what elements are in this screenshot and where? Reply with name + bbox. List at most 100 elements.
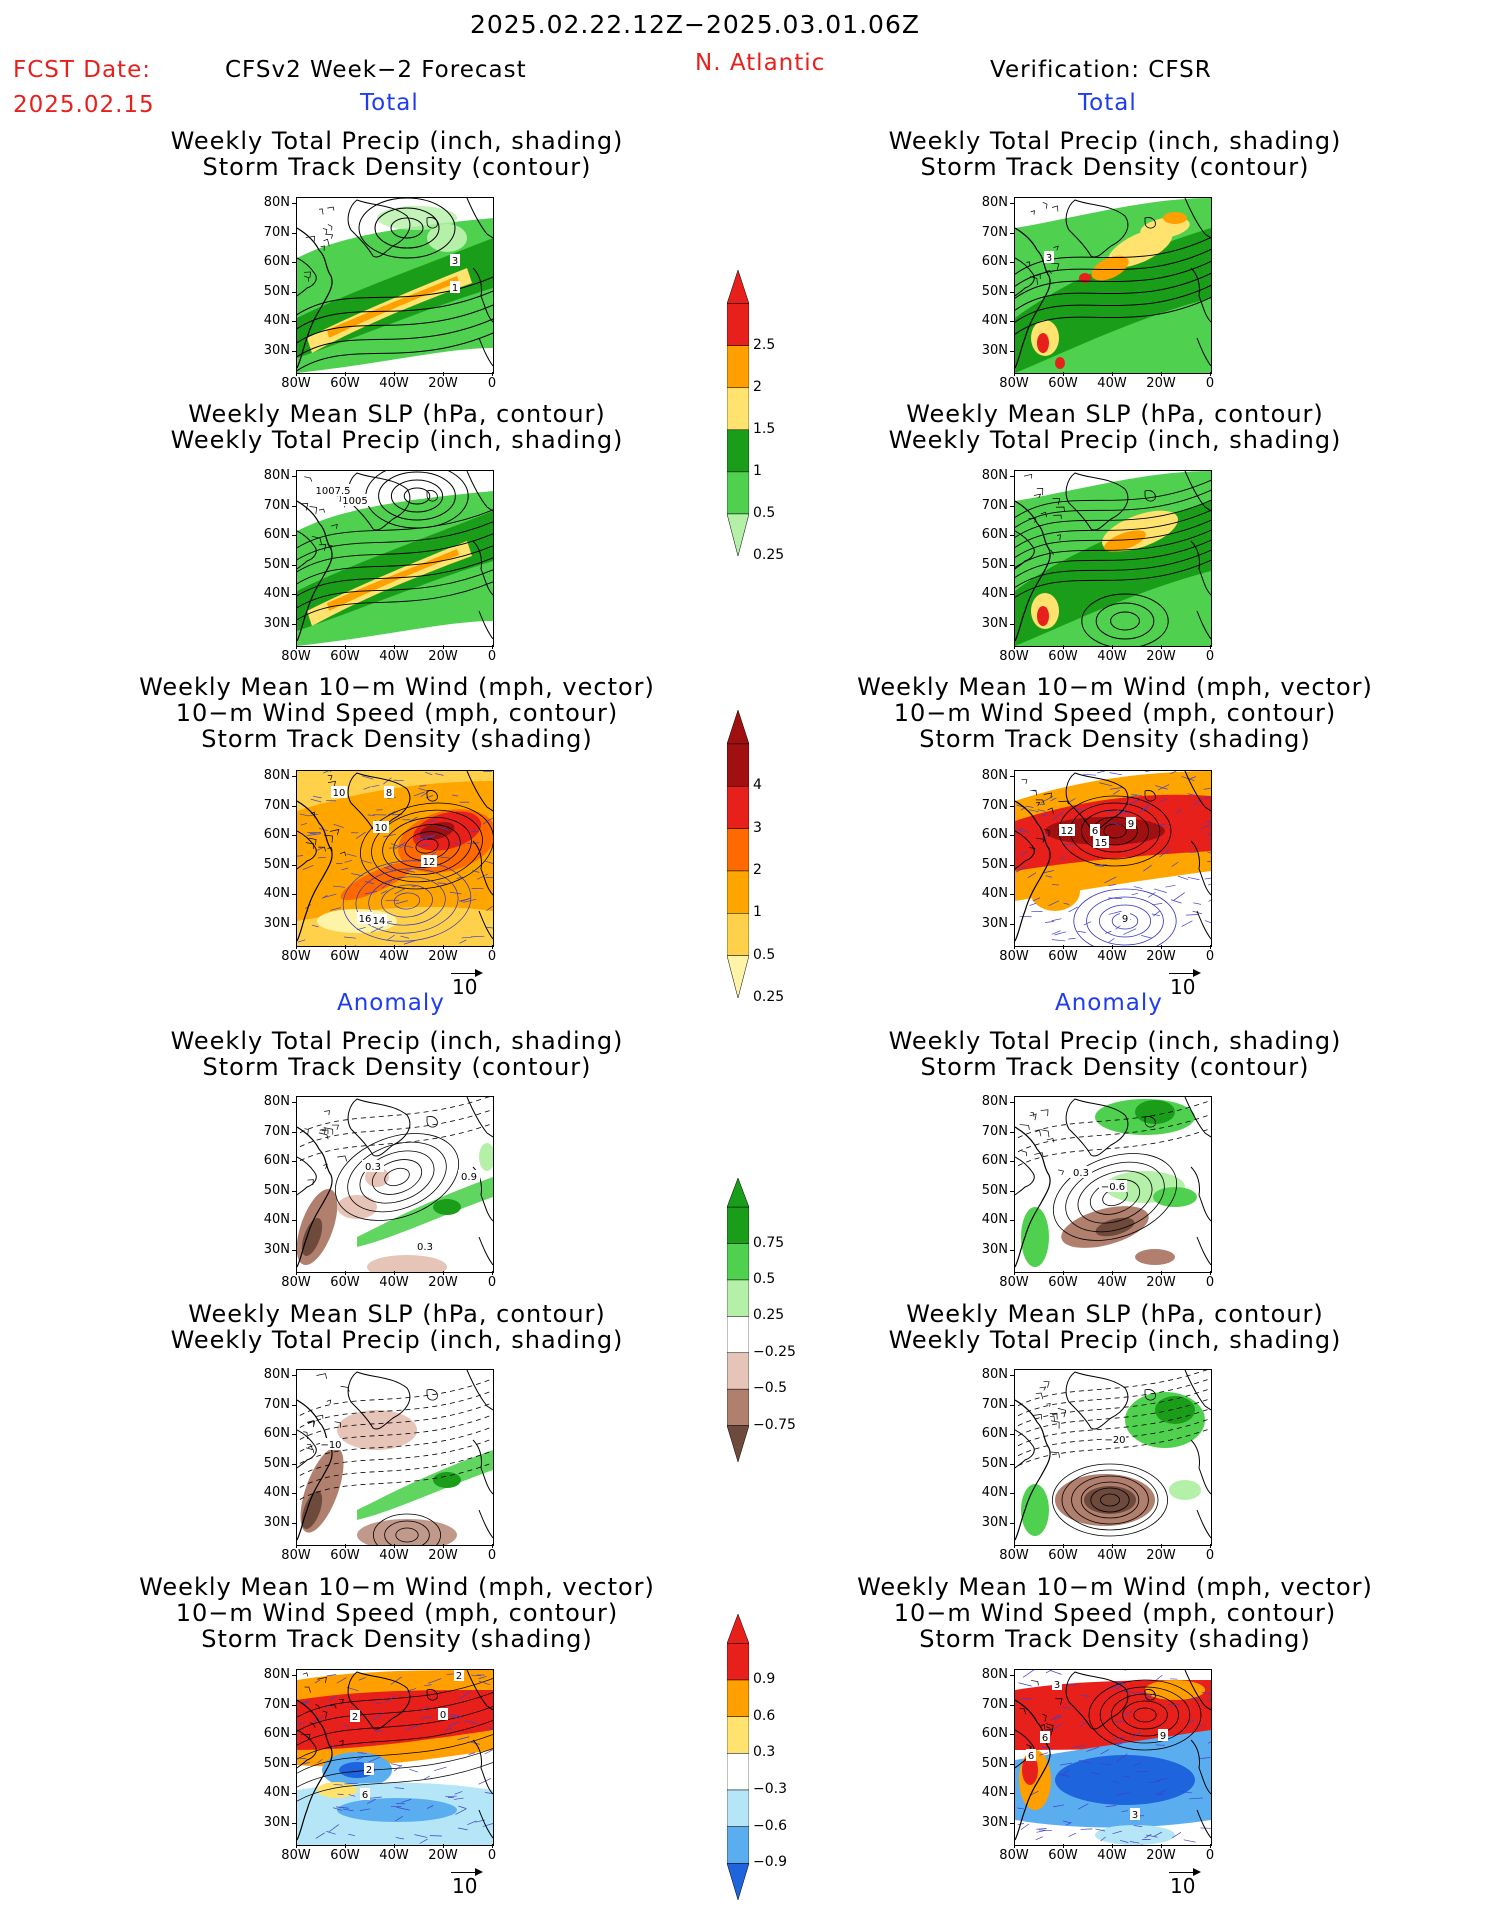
lon-tick-label: 40W <box>1097 1275 1127 1290</box>
lon-tick-label: 60W <box>1048 949 1078 964</box>
lat-tick <box>292 1734 296 1735</box>
lat-tick <box>292 923 296 925</box>
lat-tick-label: 50N <box>263 856 290 872</box>
section-anomaly-left: Anomaly <box>337 990 445 1016</box>
lat-tick-label: 50N <box>981 556 1008 572</box>
colorbar-label: 1.5 <box>753 420 776 437</box>
lon-tick-label: 40W <box>379 649 409 664</box>
lon-tick-label: 60W <box>330 949 360 964</box>
lat-tick-label: 50N <box>263 1455 290 1471</box>
svg-text:0: 0 <box>440 1710 446 1721</box>
lat-tick-label: 40N <box>981 886 1008 901</box>
svg-text:1: 1 <box>452 283 458 294</box>
lon-tick-label: 40W <box>379 949 409 964</box>
lat-tick <box>1010 594 1014 595</box>
section-total-left: Total <box>360 90 419 116</box>
panel-title-line: Weekly Mean SLP (hPa, contour) <box>188 1300 606 1328</box>
map-panel-p4L: 0.3 0.9 0.3 <box>296 1096 494 1273</box>
panel-title-line: Storm Track Density (contour) <box>202 1053 592 1081</box>
lat-tick <box>1010 291 1014 293</box>
lat-tick-label: 50N <box>981 856 1008 872</box>
lon-tick-label: 20W <box>1146 1848 1176 1863</box>
panel-title-p2R: Weekly Mean SLP (hPa, contour) Weekly Tot… <box>815 401 1415 453</box>
lat-tick <box>292 1102 296 1103</box>
lon-tick <box>394 945 395 949</box>
svg-text:2: 2 <box>352 1712 358 1723</box>
lat-tick-label: 30N <box>981 1514 1008 1530</box>
lat-tick-label: 30N <box>263 1241 290 1257</box>
lat-tick <box>292 835 296 836</box>
lon-tick <box>1063 1271 1064 1275</box>
lat-tick <box>1010 1463 1014 1465</box>
lon-tick-label: 0 <box>1205 649 1215 664</box>
colorbar-label: 0.5 <box>753 504 776 521</box>
lon-tick-label: 20W <box>428 376 458 391</box>
lat-tick <box>1010 894 1014 895</box>
lat-tick-label: 80N <box>981 768 1008 783</box>
svg-text:9: 9 <box>1122 914 1128 925</box>
lon-tick-label: 40W <box>1097 1548 1127 1563</box>
panel-title-line: Storm Track Density (shading) <box>919 1625 1311 1653</box>
lat-tick <box>1010 1704 1014 1706</box>
map-panel-p2L: 1007.5 1005 <box>296 470 494 647</box>
lat-tick <box>1010 1375 1014 1376</box>
lat-tick <box>292 894 296 895</box>
lat-tick-label: 80N <box>263 195 290 210</box>
panel-title-line: Weekly Total Precip (inch, shading) <box>888 1326 1342 1354</box>
lon-tick <box>492 1544 493 1548</box>
lon-tick <box>1014 1844 1015 1848</box>
lon-tick <box>492 1844 493 1848</box>
lat-tick <box>1010 1102 1014 1103</box>
lat-tick-label: 70N <box>263 1123 290 1139</box>
map-panel-p4R: 0.3 −0.6 <box>1014 1096 1212 1273</box>
lon-tick <box>443 645 444 649</box>
lon-tick-label: 0 <box>487 949 497 964</box>
map-image: −20 <box>1015 1370 1211 1541</box>
lat-tick-label: 80N <box>263 768 290 783</box>
colorbar-label: 0.25 <box>753 989 785 1005</box>
lat-tick <box>292 1161 296 1162</box>
lon-tick-label: 0 <box>1205 1848 1215 1863</box>
lon-tick-label: 20W <box>428 1848 458 1863</box>
lat-tick <box>1010 232 1014 234</box>
panel-title-line: Weekly Total Precip (inch, shading) <box>888 426 1342 454</box>
map-image: 31 <box>297 198 493 373</box>
panel-title-p5L: Weekly Mean SLP (hPa, contour) Weekly Tot… <box>97 1301 697 1353</box>
lon-tick <box>296 945 297 949</box>
lat-tick <box>1010 864 1014 866</box>
lat-tick <box>292 1131 296 1133</box>
lon-tick <box>1112 645 1113 649</box>
lat-tick-label: 70N <box>981 1123 1008 1139</box>
colorbar-track-anomaly <box>726 1613 750 1901</box>
lat-tick-label: 60N <box>263 1153 290 1168</box>
lat-tick-label: 40N <box>263 313 290 328</box>
lat-tick <box>1010 1434 1014 1435</box>
lat-tick-label: 60N <box>263 827 290 842</box>
lon-tick-label: 20W <box>1146 376 1176 391</box>
panel-title-p4R: Weekly Total Precip (inch, shading) Storm… <box>815 1028 1415 1080</box>
svg-text:1005: 1005 <box>342 496 367 507</box>
lon-tick-label: 80W <box>999 649 1029 664</box>
lat-tick <box>1010 923 1014 925</box>
map-image: 0.3 0.9 0.3 <box>297 1097 493 1272</box>
lon-tick <box>1210 645 1211 649</box>
lat-tick <box>292 535 296 536</box>
colorbar-label: −0.6 <box>753 1817 787 1834</box>
lat-tick <box>1010 262 1014 263</box>
lon-tick-label: 80W <box>999 376 1029 391</box>
lat-tick-label: 40N <box>981 1485 1008 1500</box>
lon-tick-label: 40W <box>379 1548 409 1563</box>
region-label: N. Atlantic <box>695 50 826 76</box>
colorbar-label: 0.5 <box>753 946 776 963</box>
lon-tick-label: 40W <box>379 1848 409 1863</box>
lon-tick <box>1161 945 1162 949</box>
map-image: 2 2 0 2 6 <box>297 1670 493 1845</box>
lon-tick <box>492 1271 493 1275</box>
lat-tick-label: 70N <box>981 1696 1008 1712</box>
panel-title-p2L: Weekly Mean SLP (hPa, contour) Weekly Tot… <box>97 401 697 453</box>
lat-tick <box>292 476 296 477</box>
lat-tick-label: 70N <box>981 224 1008 240</box>
map-panel-p3L: 10 8 10 12 16 14 <box>296 770 494 947</box>
lat-tick <box>292 1675 296 1676</box>
